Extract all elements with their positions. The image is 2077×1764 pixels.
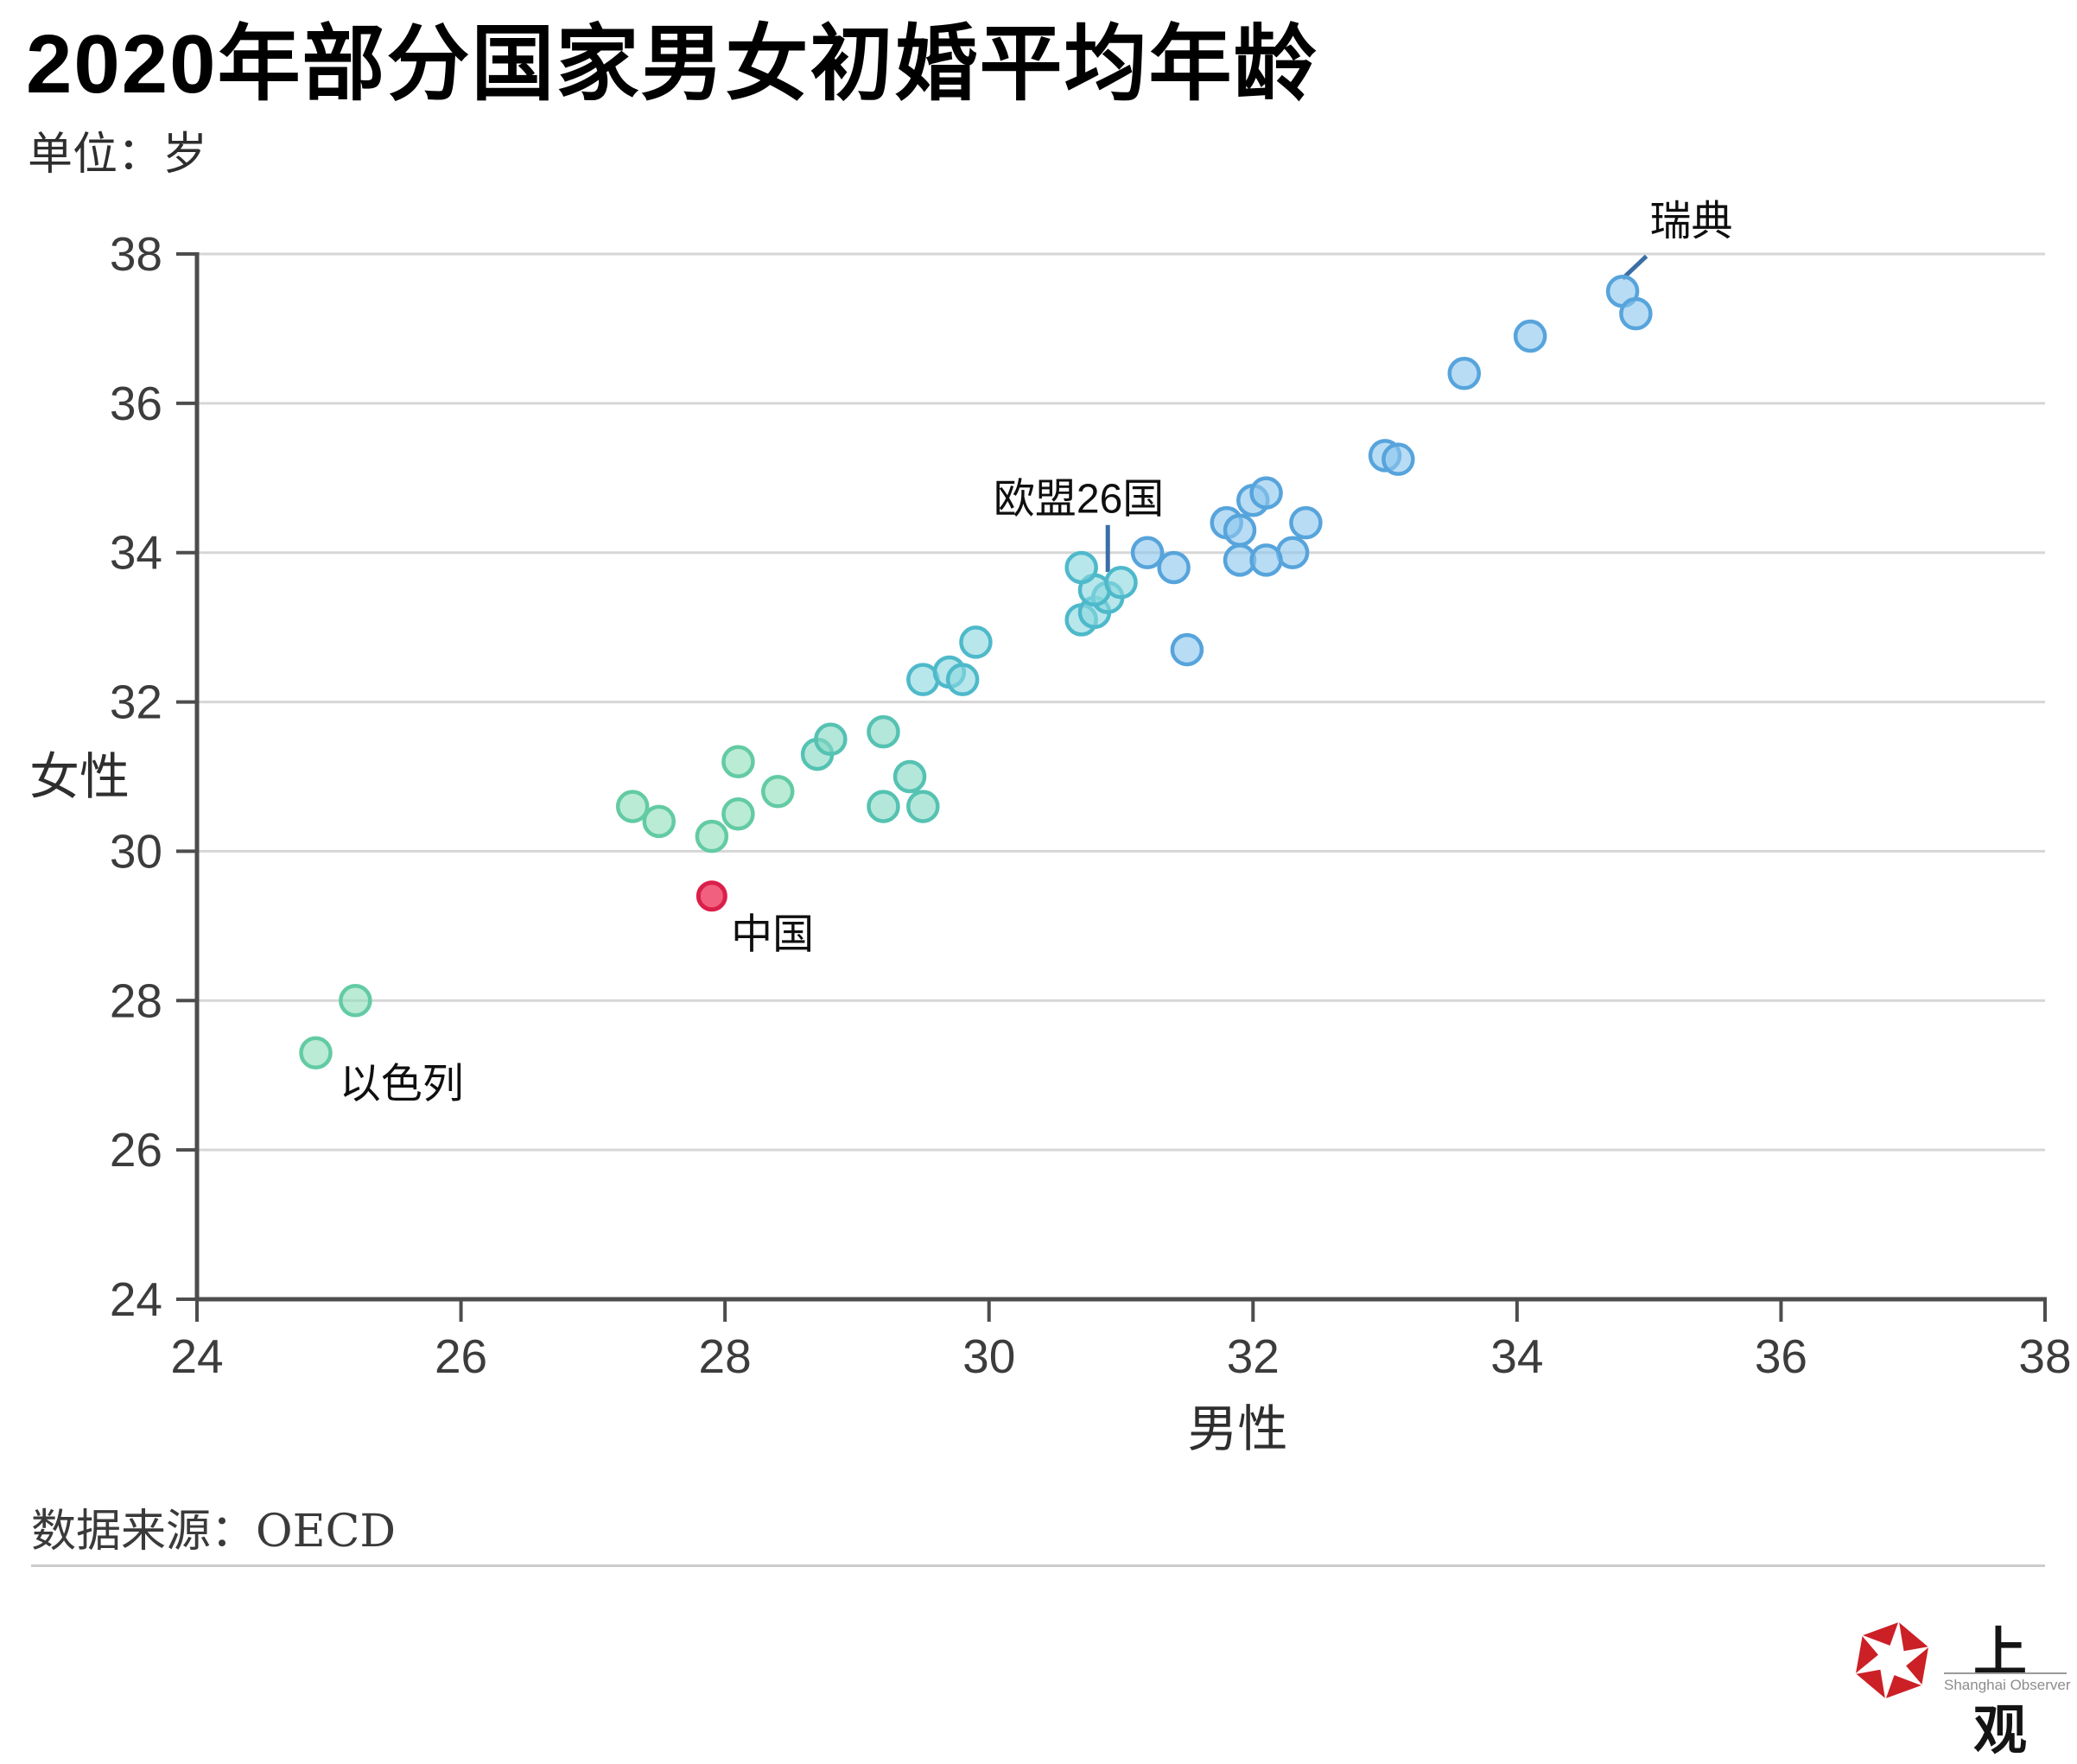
data-point xyxy=(1289,505,1323,540)
aperture-blade-1 xyxy=(1906,1647,1928,1685)
data-point xyxy=(695,819,729,853)
data-point xyxy=(867,714,900,749)
data-point xyxy=(1223,513,1257,548)
data-point xyxy=(814,722,848,757)
y-tick-label-38: 38 xyxy=(110,227,162,281)
shanghai-observer-aperture-icon xyxy=(1856,1622,1928,1698)
y-tick-label-26: 26 xyxy=(110,1123,162,1177)
data-point-中国 xyxy=(696,880,727,912)
y-tick-label-34: 34 xyxy=(110,526,162,580)
data-point xyxy=(867,790,900,823)
data-point xyxy=(339,984,372,1018)
y-tick-label-36: 36 xyxy=(110,377,162,430)
annotation-label-china: 中国 xyxy=(731,912,814,958)
x-tick-label-24: 24 xyxy=(170,1329,223,1383)
data-point xyxy=(945,663,980,696)
y-tick-label-24: 24 xyxy=(110,1272,162,1326)
data-point xyxy=(959,625,993,659)
data-point xyxy=(1104,566,1138,600)
x-tick-label-34: 34 xyxy=(1490,1329,1543,1383)
y-tick-label-32: 32 xyxy=(110,676,162,729)
annotation-label-israel: 以色列 xyxy=(340,1061,464,1107)
page-title: 2020年部分国家男女初婚平均年龄 xyxy=(26,18,1318,111)
x-axis-title: 男性 xyxy=(1187,1399,1287,1458)
footer-divider xyxy=(31,1564,2045,1567)
data-point xyxy=(1130,536,1165,569)
annotation-label-eu26: 欧盟26国 xyxy=(994,477,1164,523)
data-point xyxy=(1064,550,1098,585)
data-point xyxy=(1157,550,1191,585)
data-point xyxy=(1381,442,1415,476)
data-point xyxy=(1513,319,1547,353)
data-point xyxy=(1619,296,1653,331)
x-tick-label-32: 32 xyxy=(1227,1329,1280,1383)
data-point-以色列 xyxy=(299,1036,333,1070)
data-point xyxy=(1249,543,1283,577)
aperture-blade-5 xyxy=(1863,1622,1899,1646)
data-point xyxy=(906,790,940,823)
data-point xyxy=(1170,632,1204,667)
y-tick-label-30: 30 xyxy=(110,824,162,878)
annotation-label-sweden: 瑞典 xyxy=(1650,199,1733,244)
aperture-blade-4 xyxy=(1856,1635,1878,1673)
y-tick-label-28: 28 xyxy=(110,974,162,1027)
aperture-blade-0 xyxy=(1899,1622,1928,1652)
data-point xyxy=(1447,357,1481,390)
data-point xyxy=(721,745,755,778)
data-point xyxy=(721,796,755,831)
data-point xyxy=(1249,476,1283,510)
x-tick-label-38: 38 xyxy=(2018,1329,2071,1383)
leader-line-sweden xyxy=(1621,254,1648,281)
x-tick-label-30: 30 xyxy=(962,1329,1015,1383)
data-point xyxy=(615,790,650,823)
logo-divider-line xyxy=(1944,1672,2067,1674)
x-tick-label-26: 26 xyxy=(435,1329,487,1383)
aperture-blade-2 xyxy=(1885,1675,1921,1698)
data-point xyxy=(892,759,927,794)
x-tick-label-36: 36 xyxy=(1755,1329,1807,1383)
source-label: 数据来源：OECD xyxy=(31,1506,397,1558)
unit-label: 单位：岁 xyxy=(28,129,208,181)
x-tick-label-28: 28 xyxy=(699,1329,752,1383)
page: { "title": "2020年部分国家男女初婚平均年龄", "unit_la… xyxy=(26,18,2072,1761)
aperture-blade-3 xyxy=(1856,1669,1885,1698)
data-point xyxy=(761,775,795,809)
data-point xyxy=(642,804,676,839)
y-axis-title: 女性 xyxy=(29,747,130,806)
logo-en-text: Shanghai Observer xyxy=(1944,1677,2071,1693)
